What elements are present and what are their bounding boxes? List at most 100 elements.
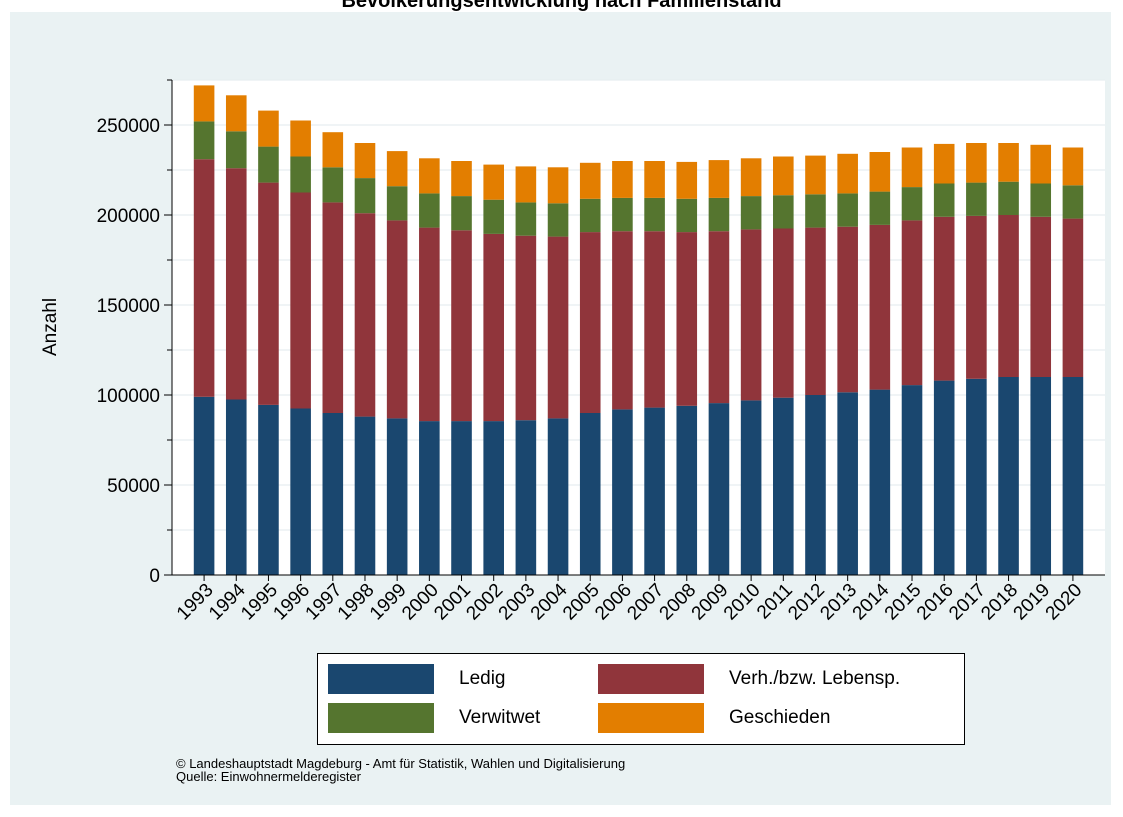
bars — [193, 85, 1084, 575]
x-tick-label: 2006 — [591, 580, 636, 625]
x-tick-label: 2016 — [913, 580, 958, 625]
bar-ledig-2020 — [1062, 377, 1084, 575]
x-tick-label: 2007 — [623, 580, 668, 625]
bar-verheiratet-2000 — [419, 227, 440, 422]
bar-geschieden-2006 — [612, 161, 633, 198]
legend: Ledig Verh./bzw. Lebensp. Verwitwet Gesc… — [317, 653, 965, 745]
chart-title: Bevölkerungsentwicklung nach Familiensta… — [341, 0, 782, 12]
bar-geschieden-2020 — [1062, 147, 1084, 186]
x-tick-label: 2000 — [398, 580, 443, 625]
bar-ledig-2011 — [773, 397, 794, 575]
x-tick-label: 1996 — [269, 580, 314, 625]
legend-swatch-ledig — [328, 664, 434, 694]
bar-geschieden-2010 — [740, 158, 762, 197]
bar-ledig-2004 — [547, 418, 569, 575]
bar-geschieden-2002 — [483, 164, 504, 200]
bar-ledig-2019 — [1030, 377, 1052, 575]
bar-verwitwet-2019 — [1030, 183, 1052, 217]
x-tick-label: 2019 — [1010, 580, 1055, 625]
plot-area — [172, 80, 1105, 575]
bar-geschieden-2011 — [773, 156, 794, 196]
bar-verwitwet-2009 — [708, 197, 730, 232]
bar-verwitwet-2001 — [451, 196, 472, 231]
x-tick-label: 2008 — [656, 580, 701, 625]
bar-ledig-1994 — [225, 399, 247, 575]
bar-verheiratet-2020 — [1062, 218, 1084, 377]
bar-verheiratet-2015 — [901, 220, 923, 386]
bar-verheiratet-1998 — [354, 213, 376, 417]
bar-ledig-2007 — [644, 407, 665, 575]
bar-verheiratet-2014 — [869, 224, 891, 390]
bar-geschieden-1996 — [290, 120, 311, 157]
x-tick-label: 1994 — [205, 579, 250, 624]
bar-verwitwet-2014 — [869, 191, 891, 225]
bar-verheiratet-2019 — [1030, 216, 1052, 377]
bar-verheiratet-2018 — [998, 215, 1019, 377]
bar-geschieden-2015 — [901, 147, 923, 188]
bar-geschieden-2017 — [966, 143, 987, 183]
y-tick-label: 100000 — [97, 386, 160, 407]
bar-verwitwet-2013 — [837, 193, 858, 227]
bar-verwitwet-2020 — [1062, 185, 1084, 219]
bar-ledig-2017 — [966, 378, 987, 575]
x-tick-label: 2010 — [720, 580, 765, 625]
bar-verwitwet-2018 — [998, 181, 1019, 215]
bar-ledig-2003 — [515, 420, 537, 575]
bar-verwitwet-1993 — [193, 121, 215, 160]
y-tick-label: 150000 — [97, 296, 160, 317]
x-axis: 1993199419951996199719981999200020012002… — [172, 574, 1105, 625]
x-tick-label: 2003 — [495, 580, 540, 625]
legend-label-verwitwet: Verwitwet — [459, 707, 541, 728]
x-tick-label: 2012 — [784, 580, 829, 625]
bar-verwitwet-2007 — [644, 197, 665, 232]
bar-verheiratet-2005 — [579, 232, 601, 413]
bar-ledig-2016 — [933, 380, 955, 575]
bar-verheiratet-2007 — [644, 231, 665, 408]
bar-geschieden-2004 — [547, 167, 569, 204]
bar-verheiratet-2013 — [837, 226, 858, 393]
bar-verheiratet-2002 — [483, 233, 504, 422]
bar-verwitwet-2015 — [901, 187, 923, 221]
y-axis-label: Anzahl — [40, 298, 61, 356]
bar-geschieden-1993 — [193, 85, 215, 122]
bar-verwitwet-1994 — [225, 131, 247, 169]
y-tick-label: 250000 — [97, 116, 160, 137]
bar-geschieden-2001 — [451, 161, 472, 197]
legend-label-ledig: Ledig — [459, 668, 506, 689]
bar-verheiratet-2011 — [773, 228, 794, 398]
bar-verheiratet-2010 — [740, 229, 762, 401]
bar-verheiratet-1996 — [290, 192, 311, 409]
bar-verwitwet-1998 — [354, 178, 376, 214]
bar-ledig-2012 — [805, 395, 826, 575]
x-tick-label: 1993 — [173, 580, 218, 625]
bar-verheiratet-1995 — [258, 182, 279, 405]
bar-verheiratet-2003 — [515, 235, 537, 421]
bar-geschieden-2008 — [676, 161, 698, 199]
bar-geschieden-1995 — [258, 110, 279, 147]
bar-ledig-2009 — [708, 403, 730, 575]
y-axis: 0 50000 100000 150000 200000 250000 — [97, 79, 173, 587]
x-tick-label: 1995 — [237, 580, 282, 625]
bar-verheiratet-2006 — [612, 231, 633, 410]
bar-ledig-2010 — [740, 400, 762, 575]
bar-verheiratet-2012 — [805, 227, 826, 395]
bar-verwitwet-2006 — [612, 197, 633, 232]
bar-geschieden-2018 — [998, 143, 1019, 182]
bar-ledig-1999 — [386, 418, 408, 575]
bar-geschieden-2007 — [644, 161, 665, 198]
bar-geschieden-2019 — [1030, 144, 1052, 184]
bar-verwitwet-2003 — [515, 202, 537, 236]
bar-ledig-2015 — [901, 385, 923, 575]
y-tick-label: 50000 — [107, 476, 160, 497]
bar-verwitwet-2017 — [966, 182, 987, 216]
x-tick-label: 2014 — [849, 579, 894, 624]
bar-verheiratet-2009 — [708, 231, 730, 404]
x-tick-label: 2017 — [945, 580, 990, 625]
y-tick-label: 0 — [149, 566, 160, 587]
y-tick-label: 200000 — [97, 206, 160, 227]
bar-verwitwet-2016 — [933, 183, 955, 217]
bar-ledig-2014 — [869, 389, 891, 575]
bar-verwitwet-2012 — [805, 194, 826, 228]
bar-ledig-1998 — [354, 416, 376, 575]
bar-ledig-2001 — [451, 421, 472, 575]
